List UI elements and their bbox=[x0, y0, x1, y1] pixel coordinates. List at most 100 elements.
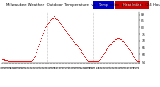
Point bbox=[116, 37, 118, 39]
Point bbox=[86, 59, 88, 61]
Point bbox=[133, 56, 136, 58]
Point bbox=[27, 61, 30, 62]
Point bbox=[107, 46, 110, 47]
Point bbox=[23, 61, 26, 62]
Point bbox=[112, 40, 115, 41]
Point bbox=[78, 48, 81, 50]
Point bbox=[61, 25, 64, 27]
Point bbox=[39, 40, 41, 41]
Point bbox=[3, 59, 6, 61]
Point bbox=[60, 24, 63, 25]
Point bbox=[52, 16, 55, 17]
Point bbox=[6, 59, 9, 61]
Point bbox=[114, 39, 116, 40]
Point bbox=[49, 18, 52, 20]
Point bbox=[2, 58, 5, 59]
Point bbox=[134, 58, 137, 59]
Text: Heat Index: Heat Index bbox=[123, 3, 141, 7]
Point bbox=[137, 61, 140, 62]
Point bbox=[47, 22, 49, 24]
Point bbox=[7, 61, 10, 62]
Point bbox=[84, 56, 87, 58]
Point bbox=[8, 61, 11, 62]
Point bbox=[17, 61, 19, 62]
Point bbox=[65, 31, 67, 32]
Point bbox=[11, 61, 13, 62]
Point bbox=[44, 26, 46, 28]
Point bbox=[72, 41, 75, 43]
Point bbox=[105, 48, 108, 50]
Point bbox=[124, 44, 127, 46]
Point bbox=[59, 22, 62, 24]
Point bbox=[92, 61, 94, 62]
Point bbox=[64, 29, 66, 31]
Point bbox=[118, 37, 120, 39]
Point bbox=[21, 61, 24, 62]
Point bbox=[5, 59, 8, 61]
Point bbox=[58, 21, 61, 22]
Point bbox=[36, 48, 39, 50]
Point bbox=[48, 20, 51, 21]
Point bbox=[94, 61, 96, 62]
Point bbox=[63, 28, 65, 29]
Point bbox=[33, 56, 36, 58]
Point bbox=[82, 54, 85, 55]
Point bbox=[135, 59, 138, 61]
Point bbox=[132, 55, 135, 57]
Point bbox=[123, 41, 125, 43]
Point bbox=[111, 41, 114, 43]
Point bbox=[95, 61, 97, 62]
Point bbox=[130, 52, 133, 54]
Point bbox=[22, 61, 25, 62]
Point bbox=[128, 50, 131, 51]
Point bbox=[69, 36, 71, 37]
Point bbox=[13, 61, 15, 62]
Point bbox=[28, 61, 31, 62]
Point bbox=[102, 52, 105, 54]
Point bbox=[54, 17, 57, 18]
Point bbox=[38, 43, 40, 44]
Point bbox=[138, 61, 140, 62]
Point bbox=[117, 37, 119, 39]
Point bbox=[100, 55, 103, 57]
Point bbox=[48, 21, 50, 22]
Point bbox=[98, 58, 101, 59]
Point bbox=[16, 61, 18, 62]
Point bbox=[91, 61, 93, 62]
Point bbox=[109, 43, 112, 44]
Point bbox=[19, 61, 21, 62]
Point bbox=[20, 61, 23, 62]
Point bbox=[93, 61, 95, 62]
Point bbox=[68, 35, 70, 36]
Point bbox=[32, 58, 35, 59]
Point bbox=[74, 43, 77, 44]
Point bbox=[87, 61, 89, 62]
Point bbox=[125, 46, 128, 47]
Point bbox=[24, 61, 27, 62]
Point bbox=[10, 61, 12, 62]
Point bbox=[104, 50, 107, 51]
Point bbox=[43, 29, 45, 31]
Point bbox=[76, 46, 79, 47]
Point bbox=[56, 18, 59, 20]
Point bbox=[9, 61, 12, 62]
Point bbox=[50, 17, 53, 18]
Point bbox=[34, 55, 36, 57]
Point bbox=[0, 58, 3, 59]
Point bbox=[62, 26, 64, 28]
Point bbox=[4, 59, 7, 61]
Point bbox=[29, 61, 32, 62]
Point bbox=[35, 51, 38, 52]
Point bbox=[89, 61, 91, 62]
Point bbox=[73, 43, 76, 44]
Point bbox=[126, 47, 129, 48]
Point bbox=[30, 61, 33, 62]
Point bbox=[106, 47, 109, 48]
Point bbox=[40, 37, 42, 39]
Point bbox=[83, 55, 86, 57]
Point bbox=[96, 61, 99, 62]
Point bbox=[79, 50, 82, 51]
Point bbox=[72, 40, 74, 41]
Point bbox=[67, 33, 69, 35]
Point bbox=[51, 17, 54, 18]
